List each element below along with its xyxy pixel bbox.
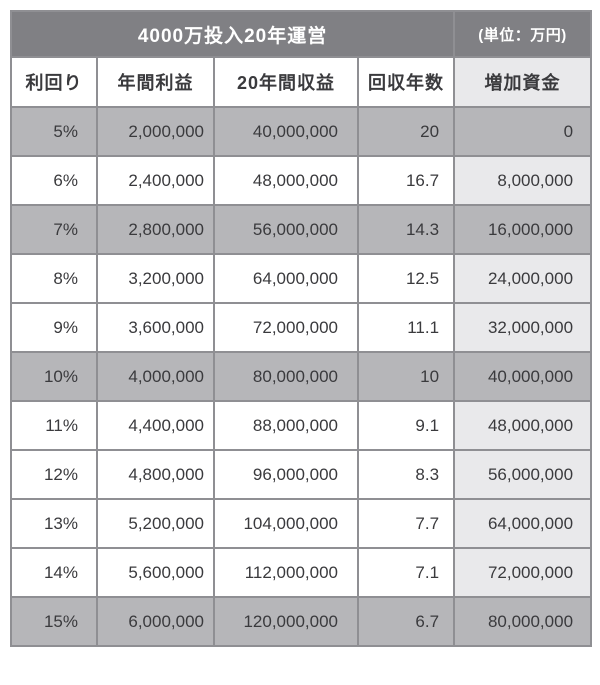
cell-revenue-20y: 40,000,000 <box>213 106 359 157</box>
table-row: 8% 3,200,000 64,000,000 12.5 24,000,000 <box>10 253 593 304</box>
cell-increased-capital: 16,000,000 <box>453 204 593 255</box>
cell-payback-years: 10 <box>356 351 456 402</box>
cell-revenue-20y: 64,000,000 <box>213 253 359 304</box>
cell-yield: 8% <box>10 253 98 304</box>
table-row: 14% 5,600,000 112,000,000 7.1 72,000,000 <box>10 547 593 598</box>
cell-revenue-20y: 120,000,000 <box>213 596 359 647</box>
cell-revenue-20y: 104,000,000 <box>213 498 359 549</box>
unit-label: (単位：万円) <box>453 10 593 58</box>
table-row: 15% 6,000,000 120,000,000 6.7 80,000,000 <box>10 596 593 647</box>
cell-increased-capital: 40,000,000 <box>453 351 593 402</box>
cell-payback-years: 8.3 <box>356 449 456 500</box>
cell-increased-capital: 72,000,000 <box>453 547 593 598</box>
cell-yield: 15% <box>10 596 98 647</box>
cell-payback-years: 12.5 <box>356 253 456 304</box>
cell-yield: 11% <box>10 400 98 451</box>
column-header-increased-capital: 増加資金 <box>453 56 593 108</box>
cell-payback-years: 20 <box>356 106 456 157</box>
investment-return-table: 4000万投入20年運営 (単位：万円) 利回り 年間利益 20年間収益 回収年数 増加… <box>9 10 593 647</box>
cell-increased-capital: 56,000,000 <box>453 449 593 500</box>
cell-payback-years: 7.7 <box>356 498 456 549</box>
cell-payback-years: 11.1 <box>356 302 456 353</box>
table-row: 9% 3,600,000 72,000,000 11.1 32,000,000 <box>10 302 593 353</box>
cell-yield: 10% <box>10 351 98 402</box>
cell-increased-capital: 0 <box>453 106 593 157</box>
cell-revenue-20y: 88,000,000 <box>213 400 359 451</box>
cell-annual-profit: 2,800,000 <box>96 204 215 255</box>
table-row: 12% 4,800,000 96,000,000 8.3 56,000,000 <box>10 449 593 500</box>
cell-yield: 12% <box>10 449 98 500</box>
cell-increased-capital: 32,000,000 <box>453 302 593 353</box>
cell-yield: 6% <box>10 155 98 206</box>
cell-increased-capital: 8,000,000 <box>453 155 593 206</box>
cell-payback-years: 9.1 <box>356 400 456 451</box>
cell-yield: 13% <box>10 498 98 549</box>
table-row: 6% 2,400,000 48,000,000 16.7 8,000,000 <box>10 155 593 206</box>
cell-annual-profit: 3,600,000 <box>96 302 215 353</box>
cell-revenue-20y: 56,000,000 <box>213 204 359 255</box>
table-row: 11% 4,400,000 88,000,000 9.1 48,000,000 <box>10 400 593 451</box>
cell-yield: 7% <box>10 204 98 255</box>
cell-yield: 9% <box>10 302 98 353</box>
column-header-annual-profit: 年間利益 <box>96 56 215 108</box>
cell-yield: 14% <box>10 547 98 598</box>
column-header-row: 利回り 年間利益 20年間収益 回収年数 増加資金 <box>10 56 593 108</box>
title-row: 4000万投入20年運営 (単位：万円) <box>9 10 593 58</box>
cell-annual-profit: 4,800,000 <box>96 449 215 500</box>
cell-payback-years: 16.7 <box>356 155 456 206</box>
column-header-payback-years: 回収年数 <box>356 56 456 108</box>
cell-payback-years: 14.3 <box>356 204 456 255</box>
column-header-revenue-20y: 20年間収益 <box>213 56 359 108</box>
cell-increased-capital: 24,000,000 <box>453 253 593 304</box>
cell-revenue-20y: 112,000,000 <box>213 547 359 598</box>
cell-revenue-20y: 72,000,000 <box>213 302 359 353</box>
cell-annual-profit: 2,400,000 <box>96 155 215 206</box>
cell-payback-years: 7.1 <box>356 547 456 598</box>
table-row: 5% 2,000,000 40,000,000 20 0 <box>10 106 593 157</box>
cell-increased-capital: 48,000,000 <box>453 400 593 451</box>
cell-annual-profit: 5,200,000 <box>96 498 215 549</box>
cell-increased-capital: 64,000,000 <box>453 498 593 549</box>
table-title: 4000万投入20年運営 <box>9 10 456 58</box>
cell-annual-profit: 5,600,000 <box>96 547 215 598</box>
cell-revenue-20y: 80,000,000 <box>213 351 359 402</box>
table-row: 10% 4,000,000 80,000,000 10 40,000,000 <box>10 351 593 402</box>
cell-yield: 5% <box>10 106 98 157</box>
cell-revenue-20y: 48,000,000 <box>213 155 359 206</box>
cell-revenue-20y: 96,000,000 <box>213 449 359 500</box>
cell-annual-profit: 2,000,000 <box>96 106 215 157</box>
column-header-yield: 利回り <box>10 56 98 108</box>
cell-payback-years: 6.7 <box>356 596 456 647</box>
cell-annual-profit: 4,400,000 <box>96 400 215 451</box>
cell-annual-profit: 3,200,000 <box>96 253 215 304</box>
table-row: 7% 2,800,000 56,000,000 14.3 16,000,000 <box>10 204 593 255</box>
cell-annual-profit: 4,000,000 <box>96 351 215 402</box>
cell-increased-capital: 80,000,000 <box>453 596 593 647</box>
cell-annual-profit: 6,000,000 <box>96 596 215 647</box>
table-row: 13% 5,200,000 104,000,000 7.7 64,000,000 <box>10 498 593 549</box>
